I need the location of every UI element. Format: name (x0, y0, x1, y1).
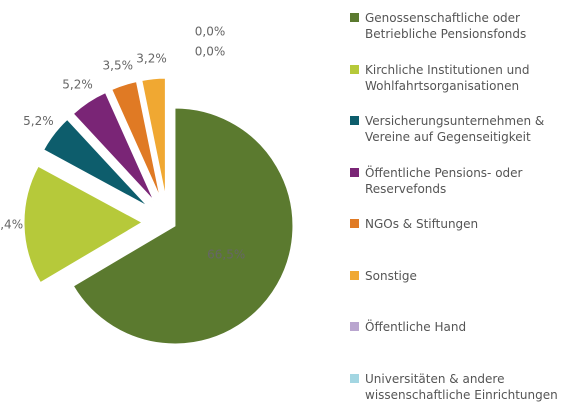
legend-entry: Genossenschaftliche oder Betriebliche Pe… (350, 10, 562, 42)
legend-label: Kirchliche Institutionen und Wohlfahrtso… (365, 62, 530, 93)
data-label: 3,5% (103, 58, 134, 72)
data-label: 16,4% (0, 218, 23, 232)
data-label: 5,2% (62, 78, 93, 92)
legend-entry: Versicherungsunternehmen & Vereine auf G… (350, 113, 562, 145)
legend-swatch (350, 270, 359, 280)
pie-slice (111, 81, 161, 198)
legend-label: Sonstige (365, 268, 417, 283)
data-label: 3,2% (136, 51, 167, 65)
legend-entry: Öffentliche Hand (350, 319, 562, 335)
pie-slice (23, 165, 144, 284)
legend-label: Universitäten & andere wissenschaftliche… (365, 371, 558, 402)
legend-entry: Universitäten & andere wissenschaftliche… (350, 371, 562, 403)
legend-label: Genossenschaftliche oder Betriebliche Pe… (365, 11, 527, 41)
legend-swatch (350, 373, 359, 383)
legend-swatch (350, 64, 359, 74)
legend-entry: NGOs & Stiftungen (350, 216, 562, 232)
data-label: 66,5% (207, 248, 245, 262)
data-label: 0,0% (195, 25, 226, 39)
pie-slice (141, 77, 166, 197)
pie-area: 66,5% 16,4% 5,2% 5,2% 3,5%3,2% 0,0% 0,0% (0, 25, 294, 345)
legend-entry: Kirchliche Institutionen und Wohlfahrtso… (350, 62, 562, 94)
legend-label: Öffentliche Pensions- oder Reservefonds (365, 165, 523, 196)
pie-slice (72, 91, 155, 201)
legend-swatch (350, 219, 359, 228)
data-label: 5,2% (23, 114, 54, 128)
pie-slice (43, 118, 148, 207)
legend-swatch (350, 116, 359, 125)
legend-entry: Öffentliche Pensions- oder Reservefonds (350, 165, 562, 197)
legend-swatch (350, 322, 359, 331)
legend-label: Versicherungsunternehmen & Vereine auf G… (365, 114, 545, 144)
legend-swatch (350, 167, 359, 177)
legend-label: Öffentliche Hand (365, 320, 467, 334)
pie-slice (72, 107, 294, 345)
legend-swatch (350, 13, 359, 22)
legend-label: NGOs & Stiftungen (365, 217, 479, 231)
data-label: 0,0% (195, 45, 226, 59)
legend-entry: Sonstige (350, 268, 562, 284)
